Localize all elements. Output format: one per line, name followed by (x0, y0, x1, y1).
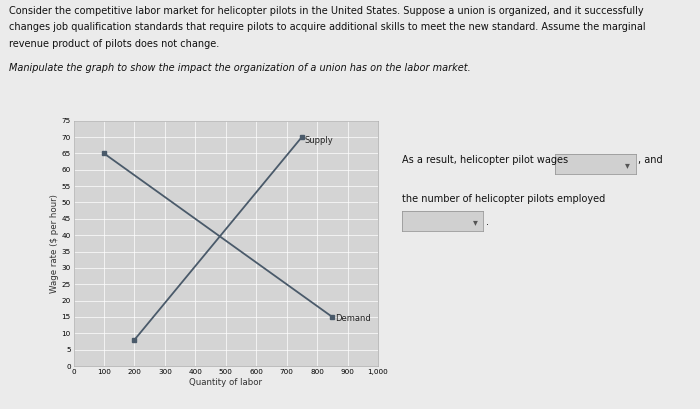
Y-axis label: Wage rate ($ per hour): Wage rate ($ per hour) (50, 194, 59, 293)
Text: revenue product of pilots does not change.: revenue product of pilots does not chang… (9, 39, 219, 49)
Text: As a result, helicopter pilot wages: As a result, helicopter pilot wages (402, 155, 568, 165)
Text: the number of helicopter pilots employed: the number of helicopter pilots employed (402, 194, 606, 204)
Text: .: . (486, 217, 489, 227)
Text: ▾: ▾ (473, 217, 477, 227)
X-axis label: Quantity of labor: Quantity of labor (189, 378, 262, 387)
Text: Demand: Demand (335, 314, 371, 323)
Text: ▾: ▾ (625, 160, 630, 170)
Text: Consider the competitive labor market for helicopter pilots in the United States: Consider the competitive labor market fo… (9, 6, 644, 16)
Text: Manipulate the graph to show the impact the organization of a union has on the l: Manipulate the graph to show the impact … (9, 63, 471, 73)
Text: changes job qualification standards that require pilots to acquire additional sk: changes job qualification standards that… (9, 22, 645, 32)
Text: , and: , and (638, 155, 663, 165)
Text: Supply: Supply (305, 136, 334, 145)
